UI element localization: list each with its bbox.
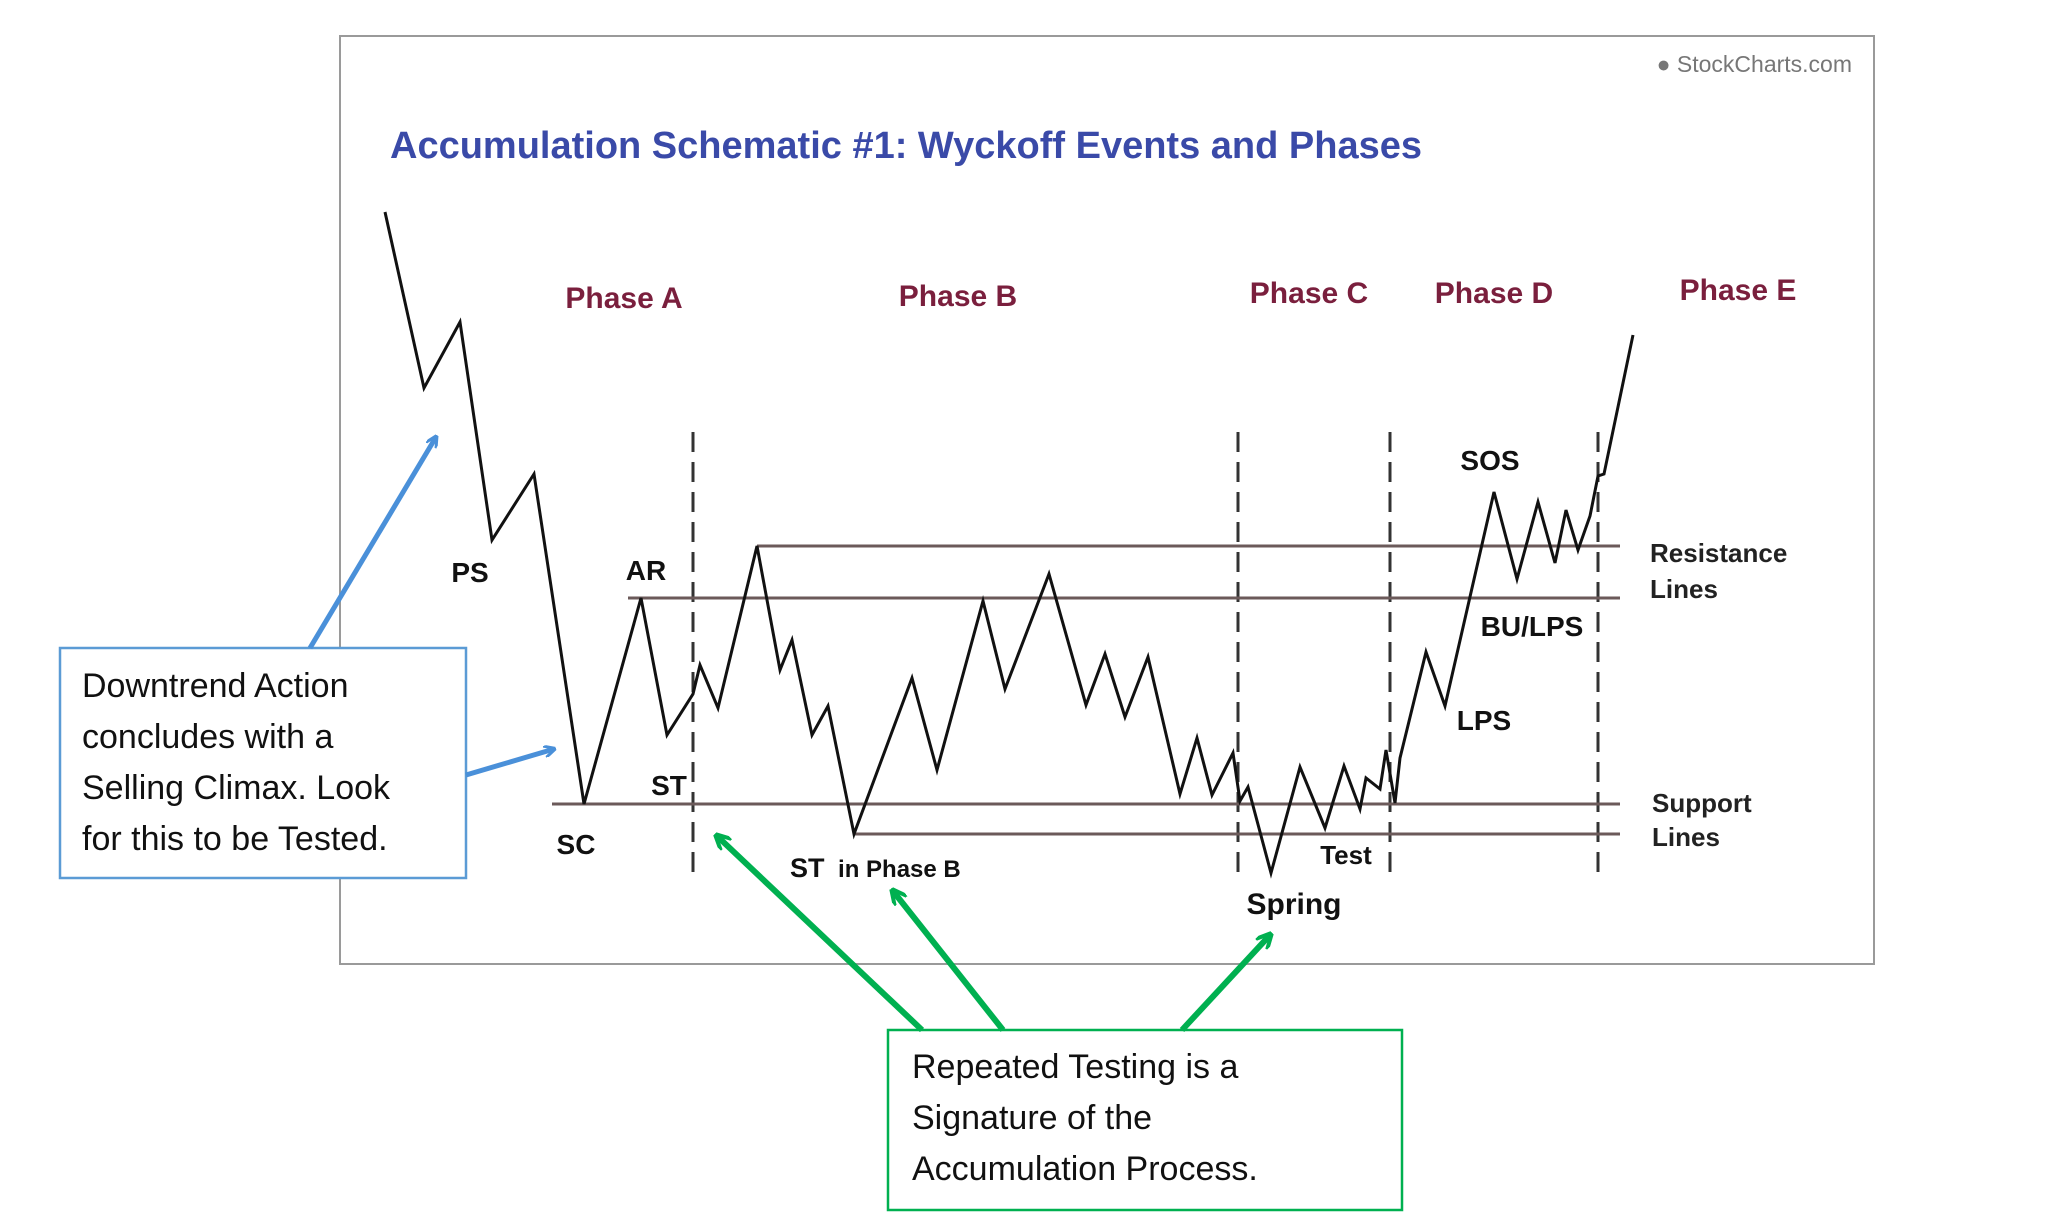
phase-e-label: Phase E <box>1680 274 1797 307</box>
watermark: ● StockCharts.com <box>1657 51 1852 77</box>
downtrend-callout-line-4: for this to be Tested. <box>82 820 388 858</box>
event-label-lps: LPS <box>1457 705 1511 736</box>
downtrend-callout-box <box>58 646 468 880</box>
testing-callout-line-1: Repeated Testing is a <box>912 1048 1238 1086</box>
event-label-st-phase-b: ST in Phase B <box>790 853 961 883</box>
green-arrow-to-spring <box>1179 935 1270 1033</box>
event-label-sc: SC <box>557 829 596 860</box>
blue-arrow-to-sc <box>465 749 554 778</box>
blue-arrow-to-ps <box>307 437 436 650</box>
testing-callout-line-3: Accumulation Process. <box>912 1150 1258 1188</box>
phase-a-label: Phase A <box>565 282 682 315</box>
event-label-ps: PS <box>451 557 488 588</box>
event-label-bu-lps: BU/LPS <box>1481 611 1584 642</box>
downtrend-callout-line-3: Selling Climax. Look <box>82 769 391 807</box>
chart-title: Accumulation Schematic #1: Wyckoff Event… <box>390 125 1422 167</box>
chart-frame <box>339 35 1875 965</box>
phase-c-label: Phase C <box>1250 277 1368 310</box>
support-lines-label-1: Support <box>1652 788 1752 818</box>
price-path <box>383 211 1635 879</box>
downtrend-callout-line-2: concludes with a <box>82 718 333 756</box>
event-label-ar: AR <box>626 555 666 586</box>
green-arrow-to-st <box>717 836 925 1033</box>
event-label-st: ST <box>651 770 687 801</box>
st-phase-b-prefix: ST <box>790 853 825 883</box>
event-label-test: Test <box>1320 840 1372 870</box>
resistance-lines-label-1: Resistance <box>1650 538 1787 568</box>
support-lines-label-2: Lines <box>1652 822 1720 852</box>
downtrend-callout-line-1: Downtrend Action <box>82 667 349 705</box>
green-arrow-to-st-phase-b <box>893 891 1006 1032</box>
testing-callout-box <box>886 1028 1404 1212</box>
resistance-lines-label-2: Lines <box>1650 574 1718 604</box>
testing-callout-line-2: Signature of the <box>912 1099 1152 1137</box>
event-label-sos: SOS <box>1460 445 1519 476</box>
event-label-spring: Spring <box>1247 888 1342 921</box>
phase-d-label: Phase D <box>1435 277 1553 310</box>
st-phase-b-suffix: in Phase B <box>838 856 961 883</box>
phase-b-label: Phase B <box>899 280 1017 313</box>
